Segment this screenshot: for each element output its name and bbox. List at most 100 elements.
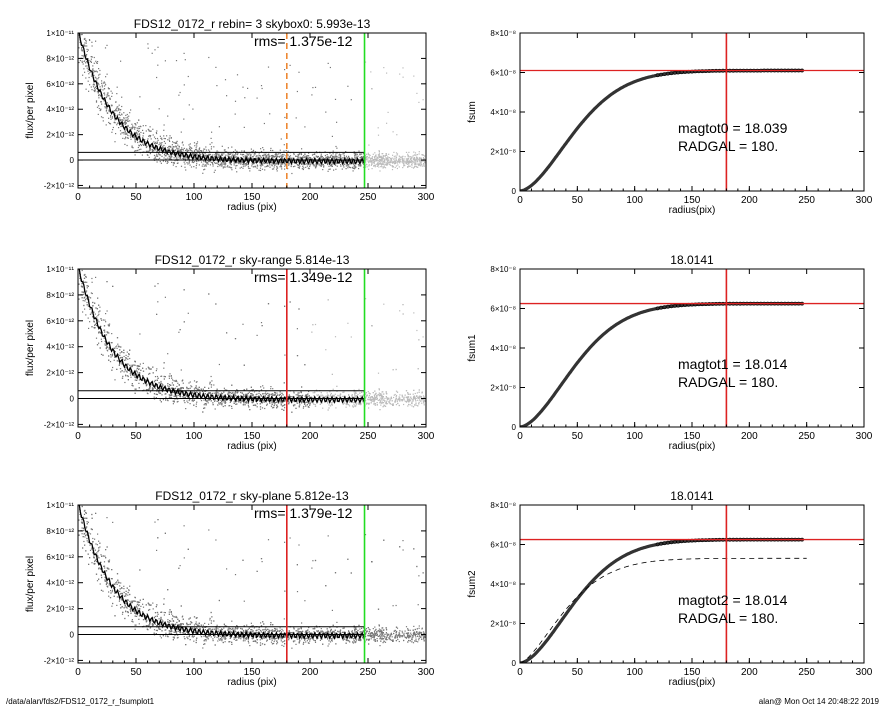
data-point [361,153,363,155]
data-point [206,154,208,156]
data-point [298,167,300,169]
data-point [116,93,118,95]
data-point [411,160,413,162]
data-point [343,166,345,168]
data-point [396,154,398,156]
data-point [190,385,192,387]
data-point [388,159,390,161]
data-point [80,23,81,24]
data-point [356,395,358,397]
data-point [193,153,195,155]
data-point [389,157,391,159]
data-point [392,165,394,167]
data-point [403,160,405,162]
data-point [383,303,385,305]
data-point [195,381,197,383]
data-point [121,114,123,116]
data-point [325,349,327,351]
data-point [282,397,284,399]
data-point [140,143,142,146]
data-point [207,399,209,401]
data-point [121,96,123,98]
data-point [85,262,86,263]
data-point [365,157,367,159]
data-point [85,39,87,41]
data-point [94,89,96,91]
data-point [402,158,404,161]
data-point [247,166,249,168]
data-point [230,167,232,169]
data-point [366,157,368,159]
data-point [260,165,262,167]
data-point [137,134,139,136]
data-point [235,391,237,393]
data-point [175,145,177,147]
data-point [250,154,252,156]
data-point [260,148,262,150]
data-point [362,155,364,158]
data-point [188,104,190,106]
data-point [167,385,169,387]
data-point [382,159,384,161]
data-point [139,127,141,130]
data-point [168,139,170,141]
data-point [267,165,269,167]
data-point [281,405,284,407]
data-point [79,22,80,23]
data-point [233,151,235,153]
data-point [289,155,292,157]
data-point [89,71,91,73]
data-point [412,158,415,160]
data-point [165,396,167,398]
data-point [221,145,223,147]
data-point [208,153,210,155]
data-point [337,158,339,160]
data-point [97,22,98,23]
data-point [320,401,322,403]
data-point [81,297,83,299]
data-point [116,368,118,370]
data-point [368,403,370,405]
data-point [198,158,200,160]
data-point [373,164,375,167]
data-point [89,321,91,323]
data-point [108,109,110,111]
data-point [124,367,126,369]
data-point [364,298,367,300]
data-point [248,396,251,398]
data-point [204,403,206,405]
data-point [270,388,272,390]
data-point [106,349,108,351]
data-point [118,127,120,129]
data-point [328,396,330,398]
data-point [321,164,323,166]
data-point [280,138,282,140]
data-point [90,61,92,63]
data-point [290,165,292,168]
data-point [123,355,125,358]
data-point [184,152,186,154]
data-point [332,388,334,390]
data-point [180,131,182,133]
data-point [135,139,137,141]
data-point [112,285,114,287]
data-point [299,158,301,160]
data-point [113,121,115,124]
data-point [256,164,258,166]
data-point [127,120,129,122]
data-point [334,396,336,399]
data-point [366,166,368,168]
data-point [175,141,177,143]
data-point [324,160,326,162]
data-point [373,401,375,403]
data-point [95,85,97,87]
data-point [302,164,304,166]
data-point [338,157,340,159]
data-point [304,163,306,165]
data-point [131,123,133,125]
data-point [414,162,416,165]
data-point [82,300,84,302]
data-point [319,397,321,399]
data-point [267,395,269,397]
data-point [387,111,389,113]
